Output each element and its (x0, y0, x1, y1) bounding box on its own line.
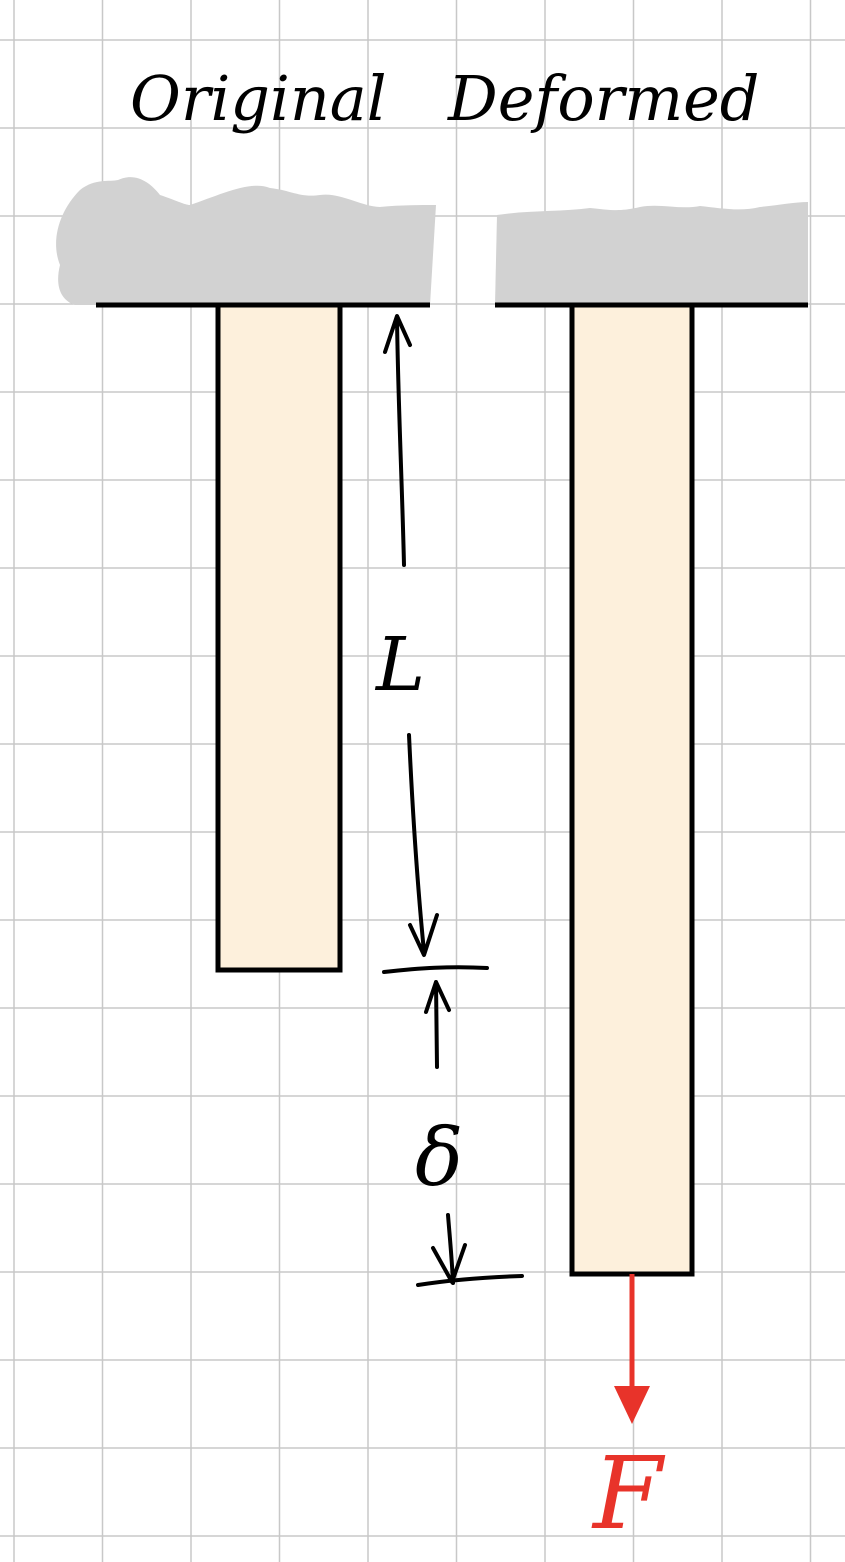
deformed-bar (569, 302, 695, 1277)
elongation-dimension-lower-arrow (431, 1213, 467, 1285)
original-bar (215, 302, 343, 973)
deformed-label: Deformed (447, 62, 759, 135)
original-end-tick (382, 965, 489, 974)
length-dimension-upper-arrow (383, 314, 412, 567)
length-dimension-lower-arrow (407, 733, 439, 957)
force-arrow-head (614, 1386, 650, 1424)
deformed-end-tick (416, 1274, 524, 1287)
force-label: F (591, 1435, 666, 1552)
elongation-label: δ (415, 1111, 463, 1204)
elongation-dimension-upper-arrow (424, 980, 451, 1069)
length-label: L (374, 622, 425, 708)
ground-support-original (56, 177, 436, 305)
original-label: Original (130, 62, 387, 135)
ground-support-deformed (495, 202, 808, 305)
